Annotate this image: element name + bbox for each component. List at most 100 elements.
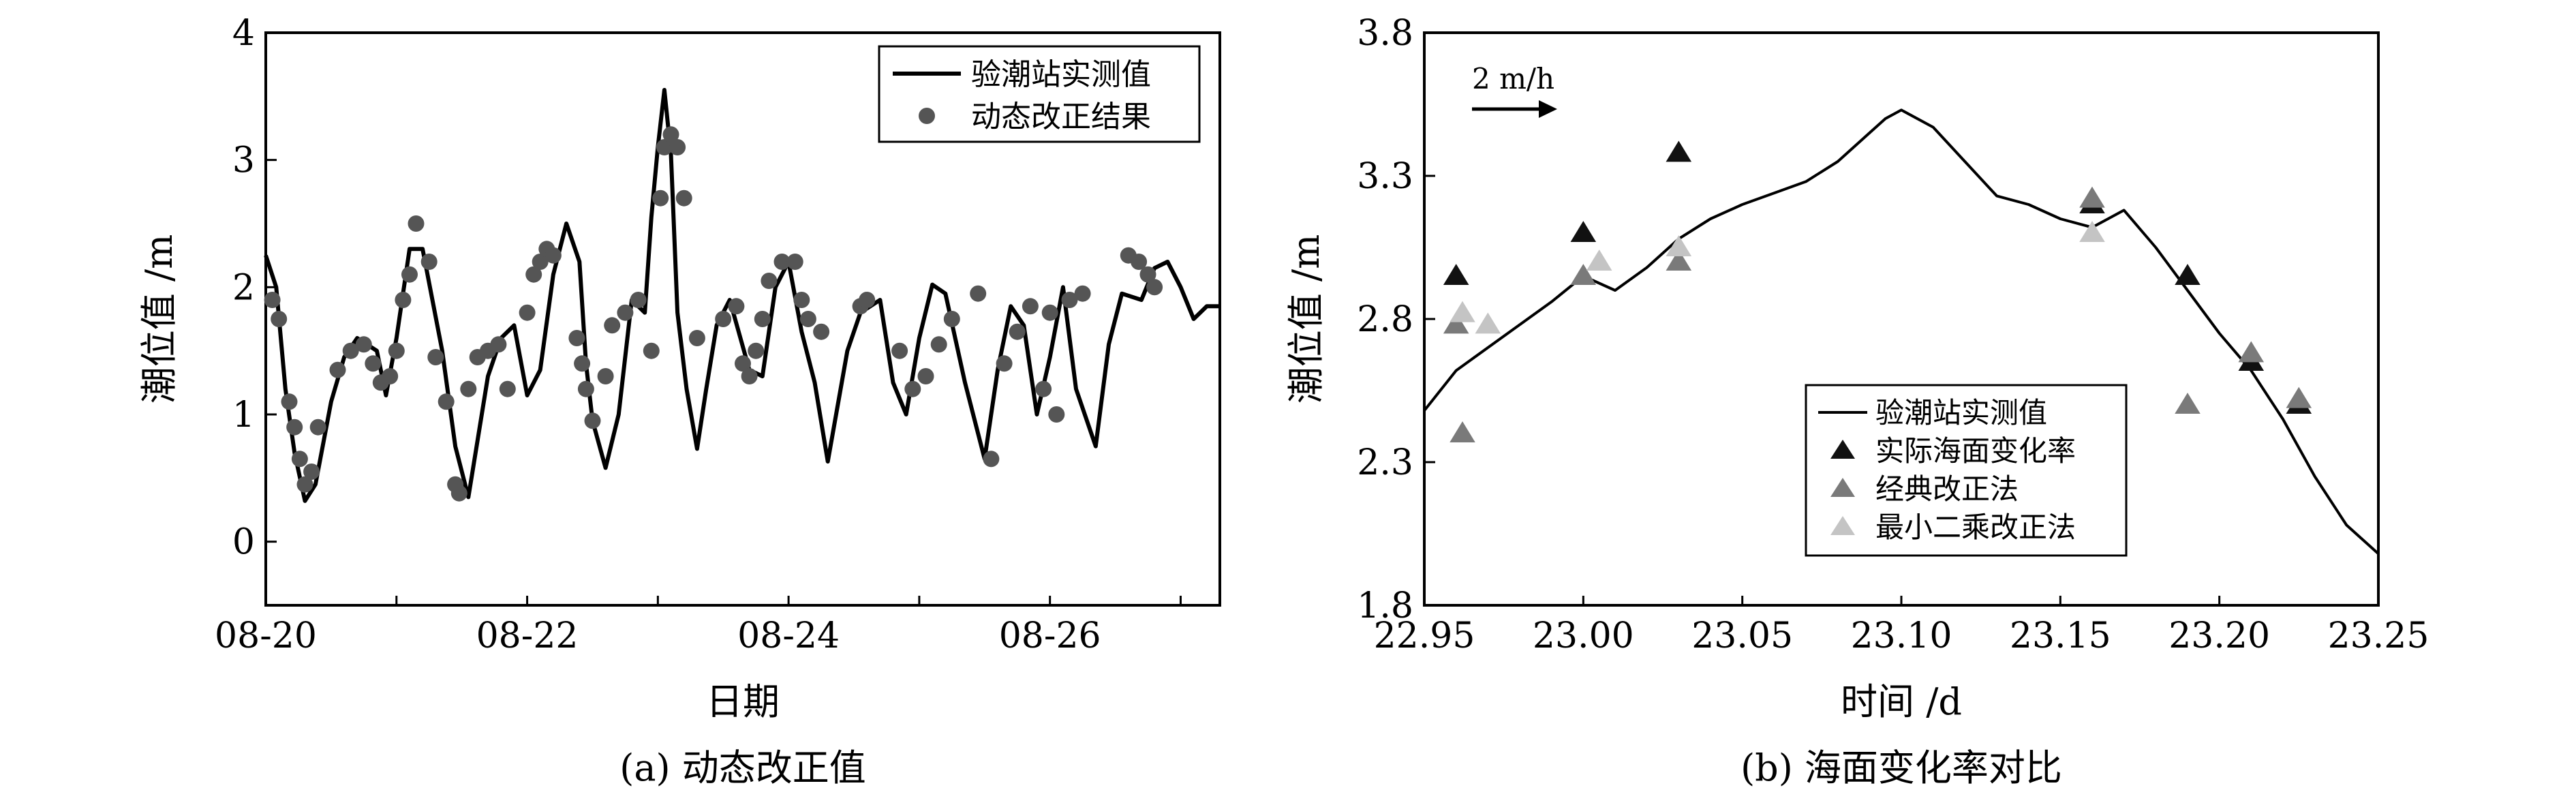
scale-annotation-arrow xyxy=(1472,100,1557,118)
panel-a-x-tick-label: 08-20 xyxy=(215,616,317,656)
panel-a-scatter-point xyxy=(688,330,705,346)
panel-a-y-tick-label: 0 xyxy=(232,522,255,563)
panel-b-y-tick-label: 2.8 xyxy=(1357,299,1413,340)
panel-a-scatter-point xyxy=(584,412,601,429)
panel-b-marker-actual xyxy=(1570,221,1597,242)
panel-a-scatter-point xyxy=(604,317,621,334)
panel-a-scatter-point xyxy=(450,485,467,502)
panel-a-scatter-point xyxy=(1139,266,1156,283)
panel-a-x-tick-label: 08-22 xyxy=(476,616,579,656)
panel-b-y-tick-label: 3.8 xyxy=(1357,13,1413,54)
panel-a-scatter-point xyxy=(943,311,960,327)
panel-b-marker-classic xyxy=(1666,249,1692,271)
panel-a-scatter-point xyxy=(1074,285,1091,302)
panel-b-x-tick-label: 23.10 xyxy=(1851,616,1952,656)
panel-a-scatter-point xyxy=(643,342,660,359)
panel-b-x-tick-label: 22.95 xyxy=(1374,616,1475,656)
panel-a-scatter-point xyxy=(656,139,673,155)
panel-a-scatter-point xyxy=(1131,254,1148,270)
panel-a-legend-dot-swatch xyxy=(919,108,935,124)
panel-a-series xyxy=(264,88,1220,503)
panel-b-marker-classic xyxy=(1570,264,1597,285)
panel-b-marker-classic xyxy=(2175,393,2201,414)
panel-a-scatter-point xyxy=(264,292,281,308)
panel-a-scatter-point xyxy=(970,285,987,302)
panel-b-legend-swatch-lsq xyxy=(1830,516,1855,535)
panel-a-scatter-point xyxy=(1009,323,1026,340)
panel-a-scatter-point xyxy=(271,311,288,327)
panel-a-scatter-point xyxy=(917,368,934,384)
panel-a-scatter-point xyxy=(741,368,758,384)
panel-b-marker-lsq xyxy=(1475,312,1501,334)
panel-b-x-tick-label: 23.15 xyxy=(2010,616,2111,656)
panel-a-scatter-point xyxy=(401,266,418,283)
panel-b-legend-label-0: 验潮站实测值 xyxy=(1875,396,2047,429)
scale-annotation-label: 2 m/h xyxy=(1472,62,1554,95)
panel-b-legend-label-1: 实际海面变化率 xyxy=(1875,434,2076,468)
panel-a-scatter-point xyxy=(662,126,679,143)
panel-a-scatter-point xyxy=(669,139,686,155)
panel-a-scatter-point xyxy=(1022,298,1039,315)
panel-b-y-tick-label: 3.3 xyxy=(1357,156,1413,197)
panel-a-scatter-point xyxy=(617,304,634,321)
panel-a-scatter-point xyxy=(329,361,346,378)
panel-b-legend-label-3: 最小二乘改正法 xyxy=(1875,511,2076,544)
panel-a-scatter-point xyxy=(303,464,320,480)
panel-a-ylabel: 潮位值 /m xyxy=(138,234,181,404)
panel-a-y-tick-label: 1 xyxy=(232,395,255,436)
panel-b-marker-actual xyxy=(2175,264,2201,285)
panel-a-scatter-point xyxy=(728,298,745,315)
panel-b-marker-classic xyxy=(2286,386,2312,408)
panel-a-scatter-point xyxy=(577,380,594,397)
panel-a-plot-frame xyxy=(264,31,1221,607)
panel-a-scatter-point xyxy=(996,355,1013,372)
panel-b: 1.8 2.3 2.8 3.3 3.8 22.95 23.00 23.05 23.10 23.1… xyxy=(1285,13,2429,789)
panel-a-scatter-point xyxy=(519,304,536,321)
panel-a-scatter-point xyxy=(420,254,438,270)
panel-b-legend-swatch-classic xyxy=(1830,478,1855,497)
panel-b-marker-classic xyxy=(1443,312,1469,334)
panel-a-scatter-point xyxy=(761,273,778,289)
panel-a-y-tick-label: 2 xyxy=(232,267,255,308)
panel-b-ylabel: 潮位值 /m xyxy=(1285,234,1328,404)
panel-a-scatter-point xyxy=(793,292,810,308)
panel-a-scatter-point xyxy=(499,380,516,397)
panel-a-scatter-point xyxy=(309,419,326,436)
panel-a-scatter-point xyxy=(568,330,585,346)
panel-b-marker-classic xyxy=(2238,341,2265,363)
panel-a-legend: 验潮站实测值 动态改正结果 xyxy=(878,45,1201,143)
panel-a-scatter-point xyxy=(574,355,591,372)
panel-a-scatter-point xyxy=(342,342,359,359)
panel-b-legend-swatch-actual xyxy=(1830,440,1855,459)
panel-a-scatter-point xyxy=(754,311,771,327)
panel-a-scatter-point xyxy=(799,311,816,327)
panel-b-x-tick-label: 23.25 xyxy=(2328,616,2429,656)
panel-b-marker-lsq xyxy=(1586,249,1612,271)
panel-b-y-tick-label: 2.3 xyxy=(1357,442,1413,483)
panel-a-legend-box xyxy=(878,45,1201,143)
panel-a-scatter-point xyxy=(675,189,692,207)
panel-b-x-tick-label: 23.20 xyxy=(2168,616,2270,656)
panel-b-marker-lsq xyxy=(2079,221,2105,242)
panel-a-scatter-point xyxy=(735,355,751,372)
panel-a-scatter-point xyxy=(1041,304,1058,321)
panel-a-legend-label-1: 动态改正结果 xyxy=(971,100,1151,134)
panel-a-y-tick-label: 4 xyxy=(232,13,255,54)
panel-a-scatter-point xyxy=(395,292,412,308)
panel-a-scatter-point xyxy=(281,393,298,410)
panel-a-scatter-point xyxy=(460,380,477,397)
panel-a-scatter-point xyxy=(983,451,1000,468)
panel-b-legend-label-2: 经典改正法 xyxy=(1875,472,2019,506)
panel-b-xlabel: 时间 /d xyxy=(1841,680,1962,723)
panel-a-scatter-point xyxy=(438,393,455,410)
panel-b-y-tick-label: 1.8 xyxy=(1357,586,1413,626)
panel-a-scatter-point xyxy=(1061,292,1078,308)
panel-a-scatter-point xyxy=(408,215,425,232)
panel-a-scatter-point xyxy=(748,342,765,359)
panel-a-scatter-point xyxy=(365,355,382,372)
panel-a-scatter-point xyxy=(652,189,669,207)
panel-b-marker-lsq xyxy=(1450,301,1475,322)
panel-a-scatter-point xyxy=(1035,380,1052,397)
panel-a-scatter-point xyxy=(715,311,732,327)
